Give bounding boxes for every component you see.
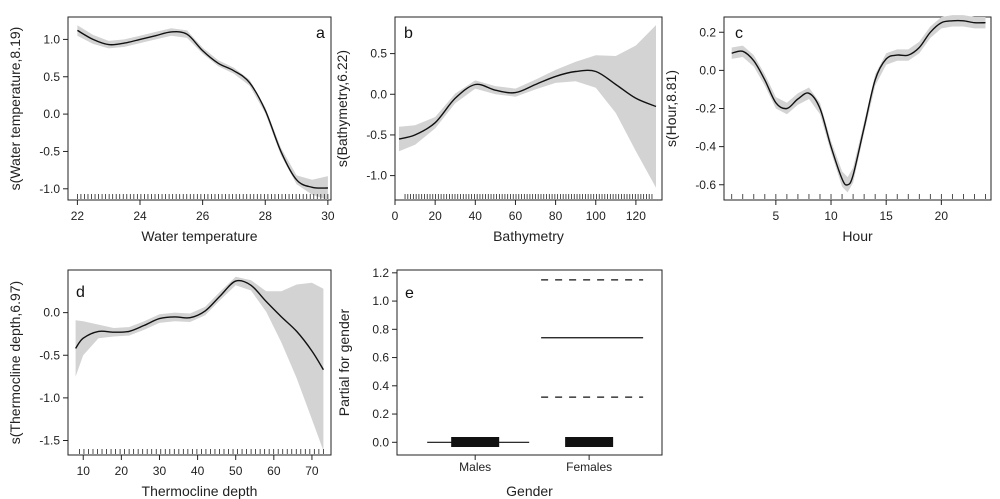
panel-letter: a [316,25,325,42]
y-tick-label: 0.5 [370,47,387,61]
y-tick-label: -1.0 [39,182,60,196]
y-tick-label: 0.4 [372,379,389,393]
y-axis-label: s(Bathymetry,6.22) [334,50,350,167]
x-tick-label: 10 [77,464,91,478]
panel-letter: b [404,25,413,42]
y-tick-label: 0.0 [699,63,716,77]
x-tick-label: 5 [773,209,780,223]
x-axis-label: Thermocline depth [142,483,258,499]
x-tick-label: 22 [71,209,85,223]
x-tick-label: 28 [259,209,273,223]
panel-d: d -1.5 -1.0 -0.5 0.0 s(Thermocline depth,6.97… [7,269,332,499]
y-tick-label: 0.6 [372,351,389,365]
y-tick-label: 0.0 [370,87,387,101]
y-tick-label: -0.2 [695,102,716,116]
y-tick-label: 0.2 [372,407,389,421]
x-tick-label: 20 [935,209,949,223]
rug-marks [404,194,653,199]
x-tick-label: 120 [626,209,646,223]
x-axis-label: Gender [506,483,553,499]
y-tick-label: 0.0 [372,435,389,449]
y-tick-label: 0.5 [43,70,60,84]
x-tick-label: 40 [191,464,205,478]
y-tick-label: -0.5 [366,128,387,142]
y-tick-label: -0.4 [695,140,716,154]
category-label-females: Females [566,460,612,474]
panel-b: b -1.0 -0.5 0.0 0.5 s(Bathymetry,6.22) Bathyme… [334,16,663,244]
x-tick-label: 70 [305,464,319,478]
confidence-band [399,25,656,188]
x-tick-label: 20 [115,464,129,478]
y-tick-label: -0.6 [695,178,716,192]
rug-block-males [451,437,500,447]
y-tick-label: 1.2 [372,266,389,280]
x-tick-label: 40 [469,209,483,223]
x-tick-label: 0 [392,209,399,223]
panel-letter: e [405,285,414,302]
confidence-band [75,276,324,451]
y-tick-label: -0.5 [39,348,60,362]
x-tick-label: 26 [196,209,210,223]
y-tick-label: 0.8 [372,322,389,336]
plot-frame [67,16,332,201]
x-axis-label: Water temperature [141,228,257,244]
rug-block-females [565,437,614,447]
x-tick-label: 24 [133,209,147,223]
y-tick-label: 0.0 [43,306,60,320]
smooth-fit-line [75,279,324,371]
plot-frame [396,269,663,456]
y-axis-label: Partial for gender [336,308,352,416]
x-axis-label: Bathymetry [493,228,564,244]
x-tick-label: 60 [267,464,281,478]
panel-letter: c [735,25,743,42]
y-tick-label: -1.0 [366,169,387,183]
y-axis-label: s(Hour,8.81) [663,70,679,147]
x-tick-label: 80 [549,209,563,223]
y-tick-label: 0.2 [699,25,716,39]
y-tick-label: 1.0 [43,32,60,46]
plot-frame [723,16,992,201]
x-tick-label: 15 [880,209,894,223]
smooth-fit-line [398,69,657,140]
rug-marks [79,449,324,454]
smooth-fit-line [77,29,328,189]
x-axis-label: Hour [842,228,873,244]
y-axis-label: s(Thermocline depth,6.97) [7,281,23,444]
y-tick-label: -0.5 [39,144,60,158]
category-label-males: Males [459,460,491,474]
y-tick-label: 0.0 [43,107,60,121]
panel-c: c -0.6 -0.4 -0.2 0.0 0.2 s(Hour,8.81) Hour 5 10 15… [663,15,992,244]
rug-marks [76,194,329,199]
y-axis-label: s(Water temperature,8.19) [7,27,23,191]
x-tick-label: 50 [229,464,243,478]
y-tick-label: -1.5 [39,434,60,448]
x-tick-label: 30 [153,464,167,478]
panel-e: e 0.0 0.2 0.4 0.6 0.8 1.0 1.2 Partial for gender… [336,266,663,499]
y-tick-label: 1.0 [372,294,389,308]
panel-letter: d [76,284,85,301]
rug-marks [731,194,986,199]
x-tick-label: 10 [824,209,838,223]
panel-a: a -1.0 -0.5 0.0 0.5 1.0 s(Water temperature,8.… [7,16,335,244]
plot-frame [394,16,663,201]
x-tick-label: 30 [321,209,335,223]
smooth-fit-line [731,19,986,186]
plot-frame [67,269,332,456]
x-tick-label: 60 [509,209,523,223]
x-tick-label: 20 [428,209,442,223]
confidence-band [731,15,986,193]
y-tick-label: -1.0 [39,391,60,405]
x-tick-label: 100 [586,209,606,223]
